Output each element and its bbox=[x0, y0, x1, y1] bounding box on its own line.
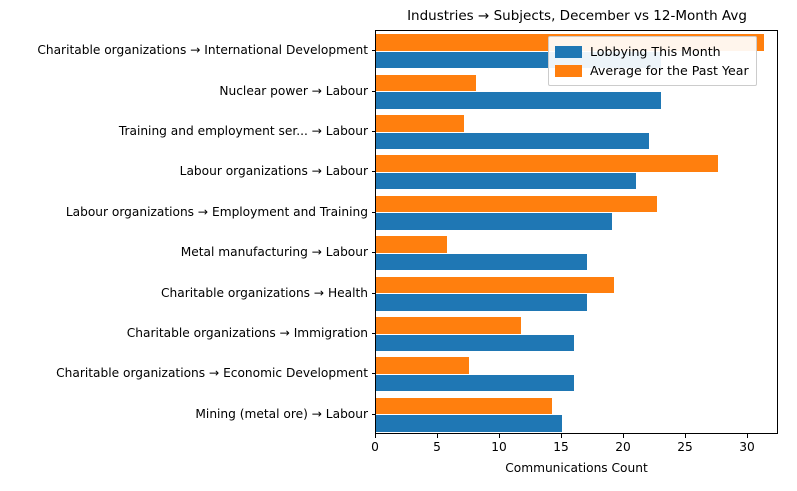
y-axis-tick-label: Training and employment ser... → Labour bbox=[118, 123, 368, 138]
bar-average-past-year bbox=[376, 195, 658, 213]
y-axis-tick-mark bbox=[371, 90, 376, 92]
y-axis-tick-label: Charitable organizations → Economic Deve… bbox=[56, 366, 368, 381]
legend-label: Average for the Past Year bbox=[590, 63, 749, 78]
x-axis-tick-mark bbox=[437, 434, 439, 438]
legend-item[interactable]: Lobbying This Month bbox=[555, 42, 749, 61]
x-axis-tick-label: 15 bbox=[553, 440, 569, 454]
y-axis-tick-label: Charitable organizations → Health bbox=[161, 285, 368, 300]
x-axis-title: Communications Count bbox=[505, 461, 648, 475]
y-axis-tick-mark bbox=[371, 413, 376, 415]
y-axis-tick-label: Mining (metal ore) → Labour bbox=[195, 406, 368, 421]
bar-average-past-year bbox=[376, 276, 615, 294]
bar-average-past-year bbox=[376, 236, 447, 253]
plot-area bbox=[375, 30, 778, 434]
x-axis-tick-label: 10 bbox=[491, 440, 507, 454]
bar-lobbying-this-month bbox=[376, 253, 587, 271]
x-axis-tick-label: 25 bbox=[677, 440, 693, 454]
x-axis-tick-label: 0 bbox=[371, 440, 379, 454]
bar-lobbying-this-month bbox=[376, 374, 575, 392]
y-axis-tick-mark bbox=[371, 50, 376, 52]
x-axis-tick-label: 20 bbox=[615, 440, 631, 454]
bar-average-past-year bbox=[376, 397, 553, 415]
bar-average-past-year bbox=[376, 74, 477, 92]
page-title: Industries → Subjects, December vs 12-Mo… bbox=[407, 8, 747, 24]
bar-average-past-year bbox=[376, 155, 719, 172]
y-axis-tick-label: Metal manufacturing → Labour bbox=[180, 244, 368, 259]
bar-average-past-year bbox=[376, 317, 522, 334]
y-axis-tick-mark bbox=[371, 171, 376, 173]
y-axis-tick-label: Charitable organizations → Immigration bbox=[126, 325, 368, 340]
y-axis-tick-label: Nuclear power → Labour bbox=[219, 83, 368, 98]
x-axis-tick-mark bbox=[561, 434, 563, 438]
legend-label: Lobbying This Month bbox=[590, 44, 721, 59]
chart-legend[interactable]: Lobbying This Month Average for the Past … bbox=[548, 36, 757, 86]
legend-item[interactable]: Average for the Past Year bbox=[555, 61, 749, 80]
y-axis-tick-mark bbox=[371, 373, 376, 375]
bar-lobbying-this-month bbox=[376, 294, 587, 311]
y-axis-tick-mark bbox=[371, 211, 376, 213]
bar-lobbying-this-month bbox=[376, 92, 662, 109]
y-axis-tick-mark bbox=[371, 131, 376, 133]
x-axis-tick-mark bbox=[685, 434, 687, 438]
y-axis-tick-mark bbox=[371, 292, 376, 294]
y-axis-tick-label: Labour organizations → Employment and Tr… bbox=[65, 204, 368, 219]
bar-average-past-year bbox=[376, 115, 465, 132]
bar-average-past-year bbox=[376, 357, 469, 374]
y-axis-tick-mark bbox=[371, 333, 376, 335]
legend-swatch-orange bbox=[555, 64, 582, 77]
x-axis-tick-mark bbox=[499, 434, 501, 438]
x-axis-tick-mark bbox=[623, 434, 625, 438]
x-axis-tick-mark bbox=[375, 434, 377, 438]
y-axis-tick-mark bbox=[371, 252, 376, 254]
bar-lobbying-this-month bbox=[376, 172, 637, 190]
legend-swatch-blue bbox=[555, 45, 582, 58]
x-axis-tick-mark bbox=[747, 434, 749, 438]
y-axis-tick-label: Charitable organizations → International… bbox=[37, 42, 368, 57]
x-axis-tick-label: 5 bbox=[433, 440, 441, 454]
bar-lobbying-this-month bbox=[376, 132, 649, 149]
bar-lobbying-this-month bbox=[376, 334, 575, 351]
bar-lobbying-this-month bbox=[376, 213, 612, 230]
x-axis-tick-label: 30 bbox=[739, 440, 755, 454]
bar-lobbying-this-month bbox=[376, 415, 562, 432]
y-axis-tick-label: Labour organizations → Labour bbox=[179, 164, 368, 179]
